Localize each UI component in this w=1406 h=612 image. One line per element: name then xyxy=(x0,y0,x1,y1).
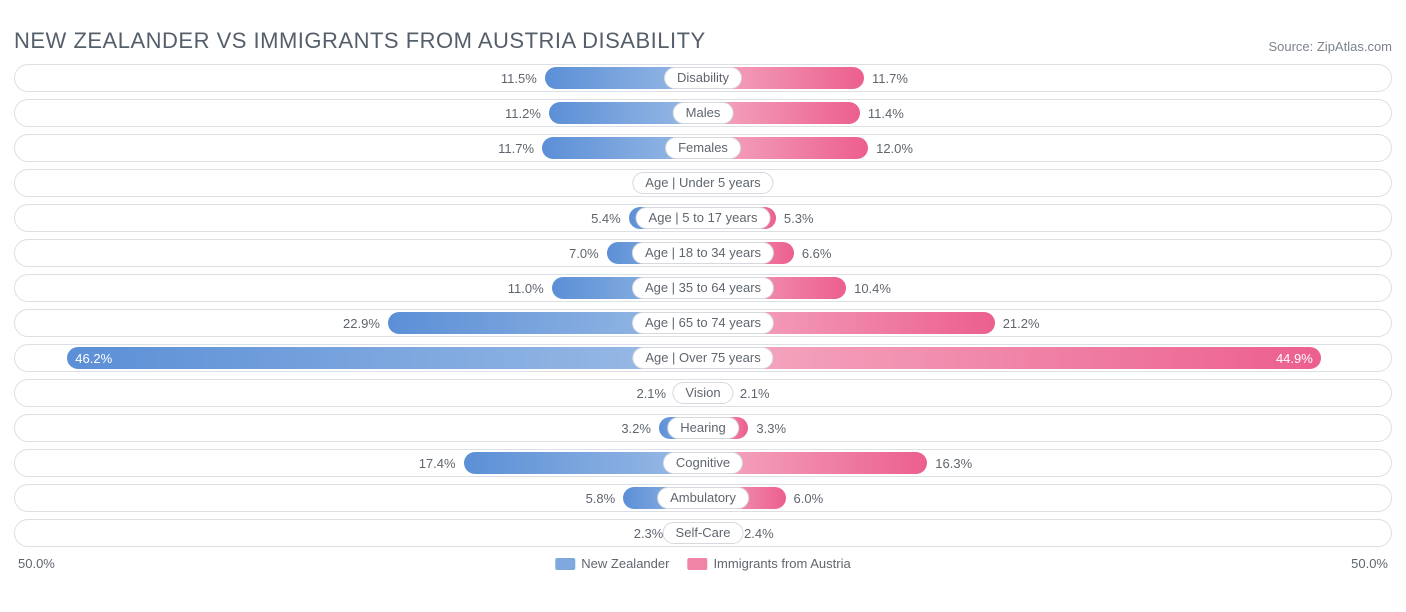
category-label: Ambulatory xyxy=(657,487,749,509)
data-row: 11.2% 11.4% Males xyxy=(14,99,1392,127)
value-label-left: 3.2% xyxy=(621,417,659,439)
data-row: 11.5% 11.7% Disability xyxy=(14,64,1392,92)
axis-row: 50.0% New Zealander Immigrants from Aust… xyxy=(14,554,1392,580)
axis-max-right: 50.0% xyxy=(1351,556,1388,571)
value-label-right: 6.0% xyxy=(786,487,824,509)
data-row: 1.2%1.3%Age | Under 5 years xyxy=(14,169,1392,197)
chart-area: 11.5% 11.7% Disability 11.2% 11.4% Males 11.7%… xyxy=(14,64,1392,547)
category-label: Disability xyxy=(664,67,742,89)
category-label: Age | 5 to 17 years xyxy=(636,207,771,229)
data-row: 5.4% 5.3%Age | 5 to 17 years xyxy=(14,204,1392,232)
value-label-left: 11.5% xyxy=(501,67,545,89)
value-label-left: 11.2% xyxy=(505,102,549,124)
data-row: 5.8% 6.0% Ambulatory xyxy=(14,484,1392,512)
data-row: 22.9% 21.2% Age | 65 to 74 years xyxy=(14,309,1392,337)
value-label-left: 11.7% xyxy=(498,137,542,159)
value-label-right: 21.2% xyxy=(995,312,1040,334)
category-label: Hearing xyxy=(667,417,739,439)
category-label: Age | 18 to 34 years xyxy=(632,242,774,264)
value-label-left: 11.0% xyxy=(508,277,552,299)
category-label: Age | Over 75 years xyxy=(632,347,773,369)
chart-title: NEW ZEALANDER VS IMMIGRANTS FROM AUSTRIA… xyxy=(14,28,706,54)
data-row: 2.1% 2.1%Vision xyxy=(14,379,1392,407)
value-label-left: 22.9% xyxy=(343,312,388,334)
legend-label-right: Immigrants from Austria xyxy=(713,556,850,571)
value-label-right: 10.4% xyxy=(846,277,891,299)
data-row: 17.4% 16.3% Cognitive xyxy=(14,449,1392,477)
bar-left xyxy=(67,347,703,369)
data-row: 2.3%2.4%Self-Care xyxy=(14,519,1392,547)
value-label-right: 12.0% xyxy=(868,137,913,159)
legend-swatch-left xyxy=(555,558,575,570)
data-row: 11.7% 12.0% Females xyxy=(14,134,1392,162)
value-label-right: 6.6% xyxy=(794,242,832,264)
data-row: 46.2% 44.9% Age | Over 75 years xyxy=(14,344,1392,372)
value-label-right: 11.4% xyxy=(860,102,904,124)
source-label: Source: ZipAtlas.com xyxy=(1268,39,1392,54)
value-label-right: 2.1% xyxy=(732,382,770,404)
data-row: 3.2% 3.3% Hearing xyxy=(14,414,1392,442)
data-row: 7.0% 6.6% Age | 18 to 34 years xyxy=(14,239,1392,267)
legend-label-left: New Zealander xyxy=(581,556,669,571)
value-label-left: 5.4% xyxy=(591,207,629,229)
value-label-right: 5.3% xyxy=(776,207,814,229)
category-label: Self-Care xyxy=(663,522,744,544)
legend-swatch-right xyxy=(687,558,707,570)
category-label: Age | Under 5 years xyxy=(632,172,773,194)
category-label: Age | 35 to 64 years xyxy=(632,277,774,299)
category-label: Age | 65 to 74 years xyxy=(632,312,774,334)
value-label-right: 44.9% xyxy=(1276,347,1321,369)
legend-item-left: New Zealander xyxy=(555,556,669,571)
bar-right xyxy=(703,347,1321,369)
value-label-left: 46.2% xyxy=(67,347,112,369)
value-label-right: 16.3% xyxy=(927,452,972,474)
value-label-right: 11.7% xyxy=(864,67,908,89)
category-label: Females xyxy=(665,137,741,159)
value-label-left: 2.1% xyxy=(636,382,674,404)
axis-max-left: 50.0% xyxy=(18,556,55,571)
header: NEW ZEALANDER VS IMMIGRANTS FROM AUSTRIA… xyxy=(14,10,1392,54)
value-label-left: 17.4% xyxy=(419,452,464,474)
chart-root: NEW ZEALANDER VS IMMIGRANTS FROM AUSTRIA… xyxy=(0,0,1406,612)
value-label-left: 7.0% xyxy=(569,242,607,264)
value-label-right: 3.3% xyxy=(748,417,786,439)
legend: New Zealander Immigrants from Austria xyxy=(555,556,850,571)
value-label-left: 5.8% xyxy=(586,487,624,509)
category-label: Vision xyxy=(672,382,733,404)
category-label: Cognitive xyxy=(663,452,743,474)
category-label: Males xyxy=(673,102,734,124)
data-row: 11.0% 10.4% Age | 35 to 64 years xyxy=(14,274,1392,302)
legend-item-right: Immigrants from Austria xyxy=(687,556,850,571)
